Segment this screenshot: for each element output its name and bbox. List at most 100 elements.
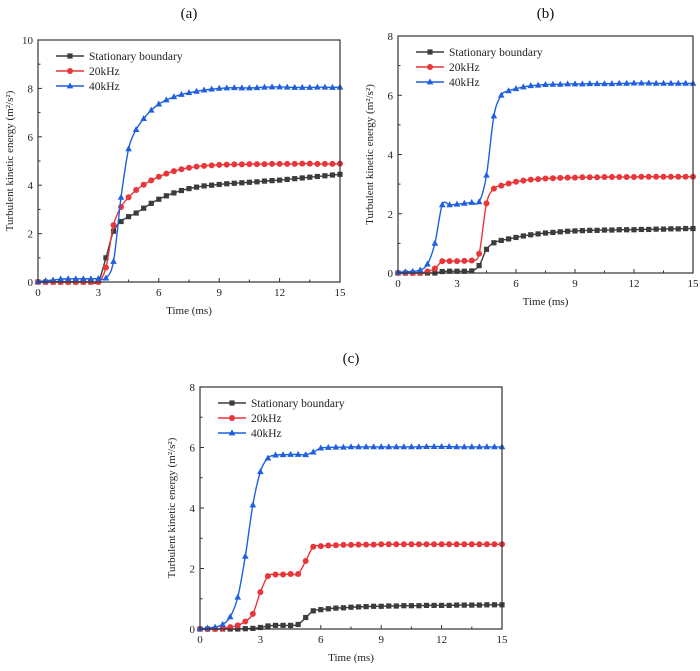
data-point xyxy=(118,218,124,225)
data-point xyxy=(476,541,483,548)
data-point xyxy=(257,624,263,631)
data-point xyxy=(423,541,430,548)
data-point xyxy=(667,79,675,86)
data-point xyxy=(579,228,585,234)
legend-marker xyxy=(67,53,73,59)
y-tick-label: 10 xyxy=(22,35,34,47)
data-point xyxy=(513,178,519,185)
x-tick-label: 12 xyxy=(629,278,640,290)
legend-entry: 40kHz xyxy=(56,81,120,93)
data-point xyxy=(415,443,423,450)
data-point xyxy=(269,178,275,184)
data-point xyxy=(280,622,286,628)
data-point xyxy=(322,173,328,179)
data-point xyxy=(623,79,630,86)
legend-entry: 20kHz xyxy=(416,62,480,74)
data-point xyxy=(601,227,608,233)
x-axis-title: Time (ms) xyxy=(166,305,212,317)
legend-marker xyxy=(427,49,433,55)
data-point xyxy=(363,541,370,548)
data-point xyxy=(593,80,601,87)
data-point xyxy=(208,85,215,92)
data-point xyxy=(347,443,355,450)
data-point xyxy=(257,589,264,596)
data-point xyxy=(261,83,268,90)
data-point xyxy=(408,603,414,609)
data-point xyxy=(321,160,328,167)
data-point xyxy=(102,264,109,271)
data-point xyxy=(302,557,309,564)
data-point xyxy=(542,175,549,182)
panel-label: (c) xyxy=(343,351,360,367)
legend-label: Stationary boundary xyxy=(89,51,183,63)
data-point xyxy=(370,443,377,450)
y-tick-label: 2 xyxy=(190,564,196,576)
data-point xyxy=(623,174,630,181)
plot-frame xyxy=(199,386,503,630)
data-point xyxy=(609,227,615,233)
data-point xyxy=(310,608,316,614)
data-point xyxy=(668,226,674,232)
data-point xyxy=(264,573,271,580)
data-point xyxy=(110,257,117,264)
data-point xyxy=(476,443,483,450)
data-point xyxy=(283,83,291,90)
data-point xyxy=(340,605,347,611)
data-point xyxy=(416,603,422,609)
data-point xyxy=(325,606,331,612)
data-point xyxy=(431,239,439,246)
data-point xyxy=(277,177,283,183)
data-point xyxy=(268,83,276,90)
data-point xyxy=(238,161,245,168)
data-point xyxy=(298,83,306,90)
data-point xyxy=(675,173,682,180)
data-point xyxy=(80,275,87,282)
data-point xyxy=(468,541,475,548)
plot-frame xyxy=(397,35,694,274)
data-point xyxy=(171,190,177,196)
data-point xyxy=(284,176,290,182)
data-point xyxy=(163,170,170,177)
data-point xyxy=(475,198,483,205)
series-stationary-boundary xyxy=(35,171,343,285)
data-point xyxy=(294,450,302,457)
data-point xyxy=(453,541,460,548)
data-point xyxy=(454,268,460,274)
data-point xyxy=(491,602,498,608)
data-point xyxy=(317,444,325,451)
y-tick-label: 4 xyxy=(28,180,34,192)
data-point xyxy=(272,571,279,578)
x-tick-label: 3 xyxy=(454,278,460,290)
data-point xyxy=(340,541,347,548)
data-point xyxy=(520,83,527,90)
data-point xyxy=(542,230,549,236)
data-point xyxy=(102,274,110,281)
data-point xyxy=(117,193,125,200)
legend-label: 20kHz xyxy=(89,66,120,78)
data-point xyxy=(87,275,95,282)
data-point xyxy=(186,185,192,192)
data-point xyxy=(163,193,169,199)
data-point xyxy=(186,164,192,171)
legend-entry: 40kHz xyxy=(416,77,480,89)
data-point xyxy=(682,79,689,86)
data-point xyxy=(269,160,276,167)
data-point xyxy=(608,174,615,181)
data-point xyxy=(527,176,534,183)
data-point xyxy=(317,543,324,550)
data-point xyxy=(265,623,271,629)
data-point xyxy=(469,602,475,608)
data-point xyxy=(505,87,512,94)
data-point xyxy=(483,200,490,207)
data-point xyxy=(683,225,689,232)
data-point xyxy=(445,442,453,449)
data-point xyxy=(148,177,155,184)
data-point xyxy=(208,162,215,169)
data-point xyxy=(454,258,460,265)
data-point xyxy=(201,162,208,169)
data-point xyxy=(461,541,468,548)
data-point xyxy=(624,227,630,233)
legend-marker xyxy=(228,429,236,436)
x-tick-label: 15 xyxy=(335,287,347,299)
